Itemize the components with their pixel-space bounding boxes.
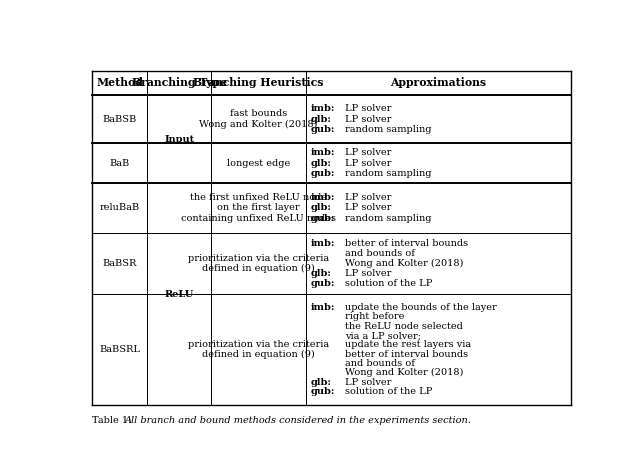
Text: right before: right before: [346, 313, 404, 321]
Text: prioritization via the criteria
defined in equation (9): prioritization via the criteria defined …: [188, 340, 329, 359]
Text: LP solver: LP solver: [346, 148, 392, 157]
Text: gub:: gub:: [310, 125, 335, 134]
Text: glb:: glb:: [310, 377, 332, 387]
Text: better of interval bounds: better of interval bounds: [346, 350, 468, 359]
Text: imb:: imb:: [310, 303, 335, 312]
Text: Branching Heuristics: Branching Heuristics: [193, 78, 324, 89]
Text: BaBSB: BaBSB: [102, 115, 137, 123]
Text: imb:: imb:: [310, 239, 335, 248]
Text: gub:: gub:: [310, 214, 335, 223]
Text: update the bounds of the layer: update the bounds of the layer: [346, 303, 497, 312]
Text: imb:: imb:: [310, 104, 335, 113]
Text: LP solver: LP solver: [346, 159, 392, 168]
Text: imb:: imb:: [310, 148, 335, 157]
Text: glb:: glb:: [310, 159, 332, 168]
Text: prioritization via the criteria
defined in equation (9): prioritization via the criteria defined …: [188, 254, 329, 273]
Text: Branching Type: Branching Type: [132, 78, 227, 89]
Text: the ReLU node selected: the ReLU node selected: [346, 322, 463, 331]
Text: Approximations: Approximations: [390, 78, 486, 89]
Text: and bounds of: and bounds of: [346, 249, 415, 258]
Text: imb:: imb:: [310, 193, 335, 202]
Text: BaBSRL: BaBSRL: [99, 345, 140, 354]
Text: glb:: glb:: [310, 269, 332, 278]
Text: ReLU: ReLU: [164, 290, 194, 298]
Text: glb:: glb:: [310, 115, 332, 123]
Text: random sampling: random sampling: [346, 214, 432, 223]
Text: LP solver: LP solver: [346, 377, 392, 387]
Text: and bounds of: and bounds of: [346, 359, 415, 368]
Text: random sampling: random sampling: [346, 169, 432, 178]
Text: better of interval bounds: better of interval bounds: [346, 239, 468, 248]
Text: LP solver: LP solver: [346, 104, 392, 113]
Text: the first unfixed ReLU node
on the first layer
containing unfixed ReLU nodes: the first unfixed ReLU node on the first…: [181, 193, 336, 223]
Text: LP solver: LP solver: [346, 203, 392, 213]
Text: Wong and Kolter (2018): Wong and Kolter (2018): [346, 259, 464, 268]
Text: BaB: BaB: [109, 159, 130, 168]
Text: longest edge: longest edge: [227, 159, 290, 168]
Text: solution of the LP: solution of the LP: [346, 387, 433, 396]
Text: random sampling: random sampling: [346, 125, 432, 134]
Text: BaBSR: BaBSR: [102, 259, 137, 268]
Text: gub:: gub:: [310, 278, 335, 287]
Text: Wong and Kolter (2018): Wong and Kolter (2018): [346, 368, 464, 377]
Text: update the rest layers via: update the rest layers via: [346, 340, 472, 350]
Text: LP solver: LP solver: [346, 115, 392, 123]
Text: Input: Input: [164, 135, 195, 144]
Text: All branch and bound methods considered in the experiments section.: All branch and bound methods considered …: [125, 416, 472, 425]
Text: reluBaB: reluBaB: [100, 203, 140, 213]
Text: gub:: gub:: [310, 387, 335, 396]
Text: Table 1:: Table 1:: [92, 416, 135, 425]
Text: solution of the LP: solution of the LP: [346, 278, 433, 287]
Text: fast bounds
Wong and Kolter (2018): fast bounds Wong and Kolter (2018): [200, 109, 317, 129]
Text: LP solver: LP solver: [346, 193, 392, 202]
Text: via a LP solver;: via a LP solver;: [346, 331, 421, 340]
Text: gub:: gub:: [310, 169, 335, 178]
Text: glb:: glb:: [310, 203, 332, 213]
Text: Method: Method: [96, 78, 143, 89]
Text: LP solver: LP solver: [346, 269, 392, 278]
